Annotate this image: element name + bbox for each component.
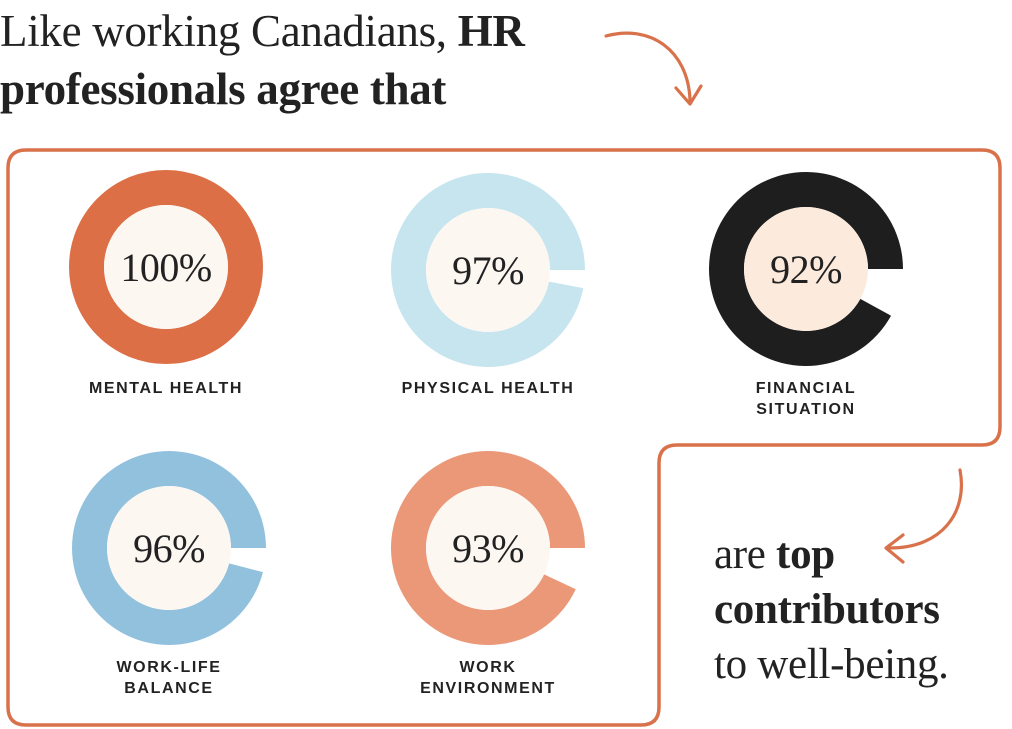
donut-value-label-financial-situation: 92% bbox=[770, 246, 842, 292]
donut-segment-physical-health bbox=[391, 172, 585, 367]
donut-value-label-mental-health: 100% bbox=[120, 244, 212, 290]
donut-category-label-work-life-balance: WORK-LIFE BALANCE bbox=[116, 659, 222, 697]
headline: Like working Canadians, HR professionals … bbox=[0, 2, 525, 118]
donut-mental-health: 100% bbox=[68, 169, 264, 365]
closing-statement: are top contributors to well-being. bbox=[714, 527, 949, 692]
closing-line1-bold: top bbox=[776, 531, 835, 578]
donut-segment-financial-situation bbox=[709, 172, 903, 366]
donut-physical-health: 97% bbox=[390, 172, 586, 368]
donut-center-financial-situation bbox=[744, 207, 868, 331]
donut-segment-work-life-balance bbox=[72, 450, 266, 645]
donut-category-label-financial-situation: FINANCIAL SITUATION bbox=[755, 380, 857, 418]
donut-ring-mental-health bbox=[69, 170, 263, 364]
top-curved-arrow-icon bbox=[604, 31, 703, 106]
donut-financial-situation: 92% bbox=[708, 171, 904, 367]
headline-line1-bold: HR bbox=[457, 6, 525, 56]
donut-center-work-environment bbox=[426, 486, 550, 610]
donut-svg-work-life-balance bbox=[72, 450, 266, 645]
donut-segment-work-environment bbox=[391, 451, 585, 645]
donut-category-label-mental-health: MENTAL HEALTH bbox=[88, 380, 244, 397]
donut-value-label-work-environment: 93% bbox=[452, 525, 524, 571]
donut-center-mental-health bbox=[104, 205, 228, 329]
donut-category-label-physical-health: PHYSICAL HEALTH bbox=[401, 380, 575, 397]
donut-category-label-work-environment: WORK ENVIRONMENT bbox=[420, 659, 556, 697]
donut-value-label-work-life-balance: 96% bbox=[133, 525, 205, 571]
donut-svg-physical-health bbox=[391, 172, 585, 367]
closing-line2-bold: contributors bbox=[714, 586, 940, 633]
donut-center-work-life-balance bbox=[107, 486, 231, 610]
donut-value-label-physical-health: 97% bbox=[452, 247, 524, 293]
closing-line1-regular: are bbox=[714, 531, 777, 578]
donut-work-life-balance: 96% bbox=[71, 450, 267, 646]
donut-center-physical-health bbox=[426, 208, 550, 332]
donut-work-environment: 93% bbox=[390, 450, 586, 646]
headline-line2-bold: professionals agree that bbox=[0, 64, 447, 114]
donut-svg-financial-situation bbox=[709, 172, 903, 366]
headline-line1-regular: Like working Canadians, bbox=[0, 6, 458, 56]
donut-svg-work-environment bbox=[391, 451, 585, 645]
closing-line3-regular: to well-being. bbox=[714, 641, 949, 688]
donut-svg-mental-health bbox=[69, 170, 263, 364]
